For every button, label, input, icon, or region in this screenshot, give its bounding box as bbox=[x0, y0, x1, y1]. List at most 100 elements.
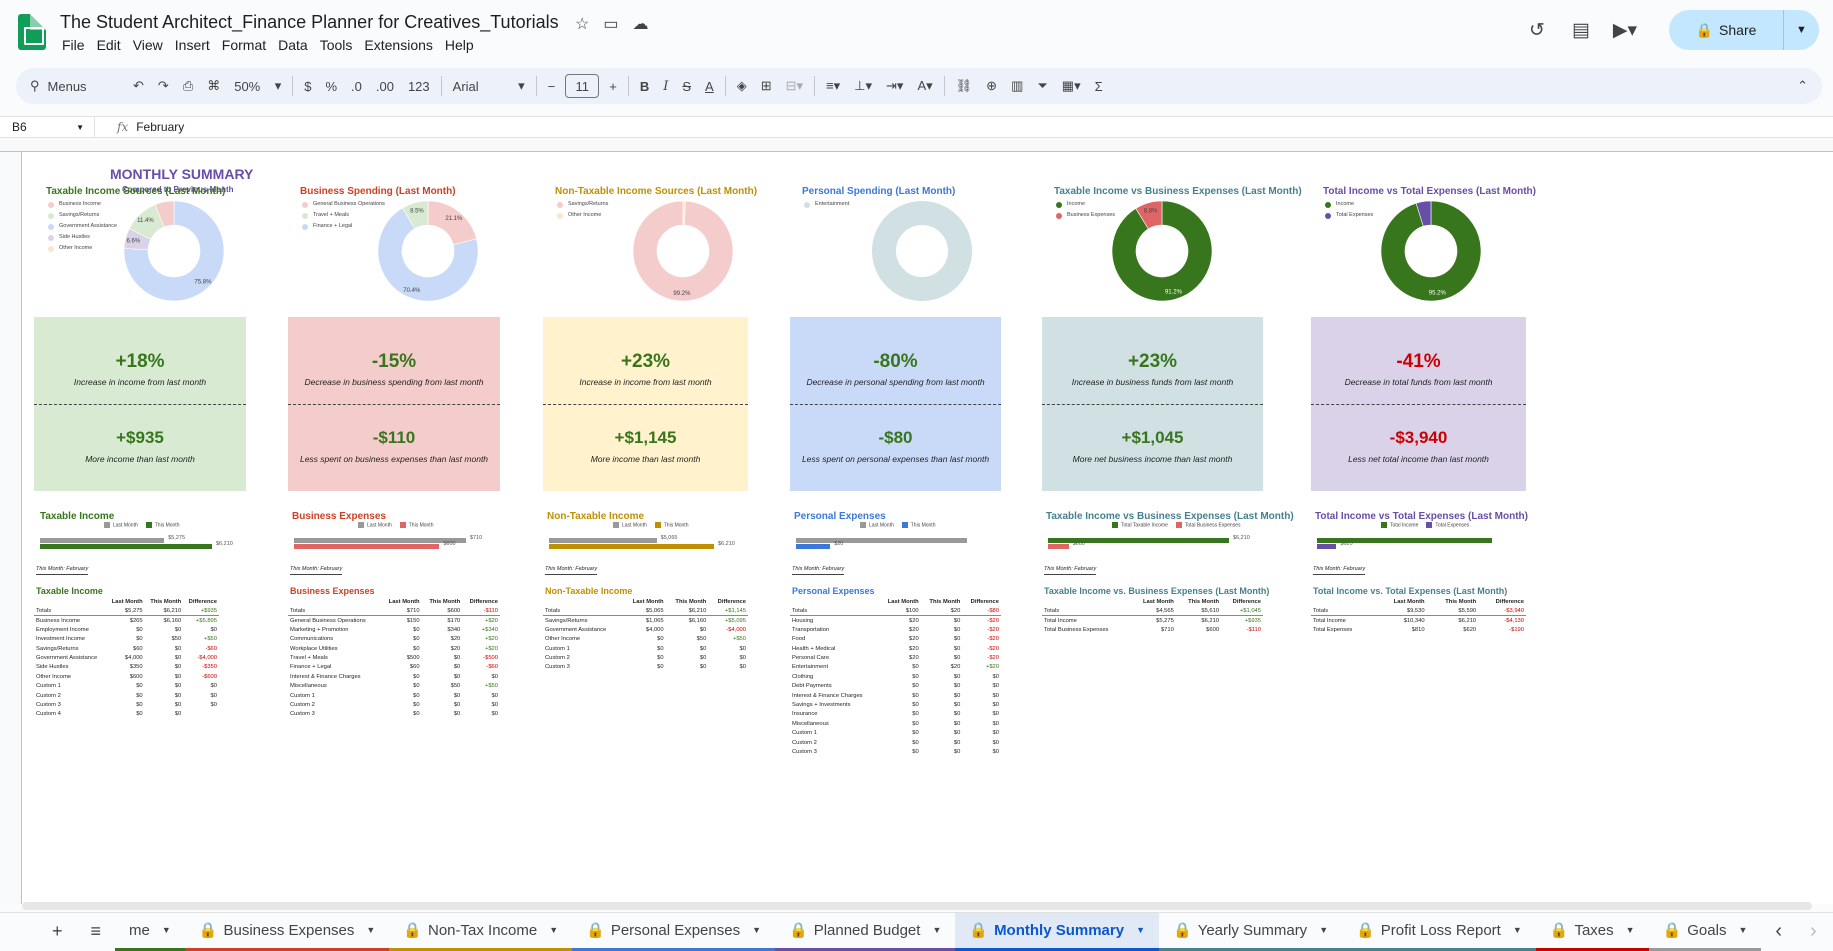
sheet-tab-profit-loss-report[interactable]: 🔒 Profit Loss Report ▼ bbox=[1342, 913, 1536, 951]
table-cell: -$60 bbox=[486, 664, 498, 671]
meet-camera-icon[interactable]: ▶▾ bbox=[1612, 19, 1638, 41]
undo-icon[interactable]: ↶ bbox=[133, 78, 144, 93]
table-cell: $0 bbox=[912, 683, 919, 690]
menu-help[interactable]: Help bbox=[444, 37, 474, 53]
filter-views-icon[interactable]: ▦▾ bbox=[1061, 78, 1081, 93]
sheet-tab-personal-expenses[interactable]: 🔒 Personal Expenses ▼ bbox=[572, 913, 775, 951]
menus-search[interactable]: ⚲ Menus bbox=[16, 68, 126, 104]
sheet-tab-non-tax-income[interactable]: 🔒 Non-Tax Income ▼ bbox=[389, 913, 573, 951]
zoom-select[interactable]: 50% ▾ bbox=[234, 78, 282, 94]
sheet-tab-yearly-summary[interactable]: 🔒 Yearly Summary ▼ bbox=[1159, 913, 1343, 951]
chevron-down-icon[interactable]: ▼ bbox=[1136, 925, 1146, 935]
move-folder-icon[interactable]: ▭ bbox=[603, 16, 619, 33]
italic-icon[interactable]: I bbox=[663, 78, 669, 94]
bar-value-label: $620 bbox=[1340, 541, 1353, 547]
share-dropdown-chevron-icon[interactable]: ▼ bbox=[1783, 10, 1819, 50]
menu-tools[interactable]: Tools bbox=[319, 37, 353, 53]
functions-icon[interactable]: Σ bbox=[1094, 78, 1103, 94]
more-formats-button[interactable]: 123 bbox=[407, 78, 430, 94]
paint-format-icon[interactable]: ⌘ bbox=[207, 78, 221, 93]
scroll-tabs-right-icon[interactable]: › bbox=[1810, 920, 1817, 942]
chevron-down-icon[interactable]: ▼ bbox=[549, 925, 559, 935]
sheet-tab-me[interactable]: me ▼ bbox=[115, 913, 185, 951]
legend-item: Total Business Expenses bbox=[1175, 522, 1240, 528]
share-button[interactable]: 🔒 Share ▼ bbox=[1669, 10, 1819, 50]
table-cell: $0 bbox=[210, 626, 217, 633]
add-sheet-icon[interactable]: + bbox=[52, 921, 63, 941]
redo-icon[interactable]: ↷ bbox=[157, 78, 169, 93]
table-header-row: Last Month This Month Difference bbox=[1311, 597, 1526, 606]
sheet-tab-goals[interactable]: 🔒 Goals ▼ bbox=[1648, 913, 1762, 951]
menu-view[interactable]: View bbox=[132, 37, 163, 53]
column-headers[interactable] bbox=[0, 141, 1833, 152]
legend-label: Last Month bbox=[622, 522, 647, 529]
horizontal-scrollbar[interactable] bbox=[22, 902, 1812, 910]
bar-value-label: $6,210 bbox=[1233, 535, 1250, 541]
menu-data[interactable]: Data bbox=[278, 37, 308, 53]
horizontal-align-icon[interactable]: ≡▾ bbox=[826, 78, 841, 93]
chevron-down-icon[interactable]: ▼ bbox=[366, 925, 376, 935]
borders-icon[interactable]: ⊞ bbox=[760, 78, 772, 93]
text-color-icon[interactable]: A bbox=[705, 78, 714, 94]
sheet-tab-business-expenses[interactable]: 🔒 Business Expenses ▼ bbox=[184, 913, 390, 951]
filter-icon[interactable]: ⏷ bbox=[1037, 78, 1048, 93]
document-title[interactable]: The Student Architect_Finance Planner fo… bbox=[60, 12, 559, 32]
formula-input[interactable]: February bbox=[136, 120, 185, 134]
strikethrough-icon[interactable]: S bbox=[682, 78, 692, 94]
sheet-grid[interactable]: MONTHLY SUMMARY Compared to Previous Mon… bbox=[22, 152, 1833, 904]
fill-color-icon[interactable]: ◈ bbox=[736, 78, 747, 93]
menu-format[interactable]: Format bbox=[221, 37, 267, 53]
table-cell: $0 bbox=[953, 748, 961, 755]
table-cell: $0 bbox=[992, 692, 999, 699]
table-row: Insurance $0 $0 $0 bbox=[790, 710, 1001, 719]
insert-link-icon[interactable]: ⛓ bbox=[955, 78, 973, 93]
chevron-down-icon[interactable]: ▼ bbox=[1319, 925, 1329, 935]
menu-edit[interactable]: Edit bbox=[96, 37, 121, 53]
increase-font-size-icon[interactable]: + bbox=[609, 78, 617, 94]
all-sheets-icon[interactable]: ≡ bbox=[90, 921, 102, 941]
table-title: Business Expenses bbox=[290, 586, 375, 596]
table-cell: $600 bbox=[129, 673, 143, 680]
print-icon[interactable]: ⎙ bbox=[182, 78, 194, 93]
text-rotation-icon[interactable]: A▾ bbox=[917, 78, 933, 93]
menu-extensions[interactable]: Extensions bbox=[364, 37, 433, 53]
chevron-down-icon[interactable]: ▼ bbox=[1625, 925, 1635, 935]
scroll-tabs-left-icon[interactable]: ‹ bbox=[1775, 920, 1783, 942]
row-headers[interactable] bbox=[0, 152, 22, 904]
sheet-tab-taxes[interactable]: 🔒 Taxes ▼ bbox=[1535, 913, 1649, 951]
font-size-input[interactable]: 11 bbox=[565, 74, 600, 98]
sheet-tab-monthly-summary[interactable]: 🔒 Monthly Summary ▼ bbox=[955, 912, 1160, 951]
collapse-toolbar-icon[interactable]: ⌃ bbox=[1797, 78, 1808, 93]
menu-insert[interactable]: Insert bbox=[174, 37, 210, 53]
insert-comment-icon[interactable]: ⊕ bbox=[986, 78, 998, 93]
bar-chart-legend: Last Month This Month bbox=[613, 522, 688, 528]
merge-cells-icon[interactable]: ⊟▾ bbox=[785, 78, 804, 93]
currency-format-button[interactable]: $ bbox=[304, 78, 312, 94]
comments-icon[interactable]: ▤ bbox=[1572, 19, 1590, 41]
chevron-down-icon[interactable]: ▼ bbox=[1738, 925, 1748, 935]
chevron-down-icon[interactable]: ▼ bbox=[161, 925, 171, 935]
decrease-font-size-icon[interactable]: − bbox=[547, 78, 556, 94]
table-cell: -$60 bbox=[205, 645, 217, 652]
donut-slice-label: 11.4% bbox=[137, 218, 154, 224]
chevron-down-icon[interactable]: ▼ bbox=[1512, 925, 1522, 935]
percent-format-button[interactable]: % bbox=[325, 78, 338, 94]
sheet-tab-planned-budget[interactable]: 🔒 Planned Budget ▼ bbox=[775, 913, 956, 951]
chevron-down-icon[interactable]: ▼ bbox=[752, 925, 761, 935]
vertical-align-icon[interactable]: ⊥▾ bbox=[854, 78, 873, 93]
sheets-logo-icon[interactable] bbox=[18, 14, 46, 50]
version-history-icon[interactable]: ↺ bbox=[1529, 19, 1545, 41]
font-select[interactable]: Arial ▾ bbox=[452, 78, 525, 94]
decrease-decimal-button[interactable]: .0 bbox=[351, 78, 362, 94]
menu-file[interactable]: File bbox=[62, 37, 85, 53]
donut-chart-legend: Income Total Expenses bbox=[1325, 199, 1373, 221]
bold-icon[interactable]: B bbox=[639, 78, 650, 94]
summary-table: Last Month This Month Difference Totals $710… bbox=[288, 597, 500, 719]
cloud-status-icon[interactable]: ☁ bbox=[632, 16, 649, 33]
insert-chart-icon[interactable]: ▥ bbox=[1011, 78, 1024, 93]
increase-decimal-button[interactable]: .00 bbox=[375, 78, 394, 94]
star-icon[interactable]: ☆ bbox=[575, 16, 590, 33]
name-box[interactable]: B6 ▼ bbox=[0, 116, 95, 138]
chevron-down-icon[interactable]: ▼ bbox=[932, 925, 942, 935]
text-wrapping-icon[interactable]: ⇥▾ bbox=[886, 78, 904, 93]
